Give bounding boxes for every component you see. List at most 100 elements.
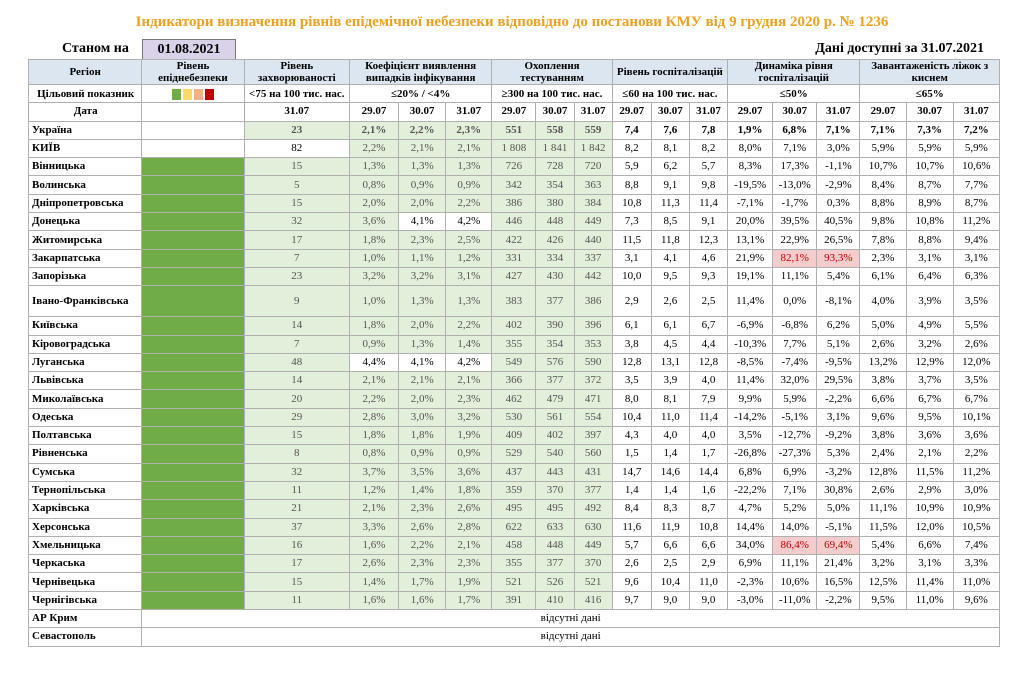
level-cell (141, 462, 245, 482)
data-cell: 5,9% (772, 389, 818, 409)
table-row: Севастополь відсутні дані (27, 627, 1000, 647)
table-row: Донецька 32 3,6% 4,1% 4,2% 446 448 449 7,3 8,5 9,1… (27, 212, 1001, 232)
date-cell: 31.07 (688, 102, 729, 122)
data-cell: 3,9 (650, 371, 690, 391)
col-header-detection: Коефіцієнт виявлення випадків інфікуванн… (348, 59, 493, 85)
data-cell: 11,0% (952, 572, 1001, 592)
date-cell: 31.07 (243, 102, 350, 122)
data-cell: 8,8% (905, 230, 954, 250)
data-cell: 446 (491, 212, 537, 232)
data-cell: 448 (535, 212, 575, 232)
data-cell: 355 (491, 334, 537, 354)
data-cell: 7,7% (952, 175, 1001, 195)
data-cell: 5,0% (859, 316, 907, 336)
data-cell: 2,0% (348, 193, 400, 214)
data-cell: 9,1 (688, 212, 729, 232)
data-cell: 9,6 (611, 572, 652, 592)
data-cell: 2,3% (445, 389, 493, 409)
date-cell: 30.07 (535, 102, 575, 122)
data-cell: 6,6% (905, 535, 954, 556)
data-cell: 6,1 (611, 316, 652, 336)
table-row: Київська 14 1,8% 2,0% 2,2% 402 390 396 6,1 6,1 6,7… (27, 316, 1001, 336)
data-cell: 377 (535, 285, 575, 318)
data-cell: 7,8% (859, 230, 907, 250)
date-cell: 29.07 (491, 102, 537, 122)
data-cell: 402 (535, 426, 575, 446)
data-cell: 337 (573, 248, 613, 268)
data-cell: 8,1 (650, 138, 690, 159)
data-cell: 384 (573, 193, 613, 214)
data-cell: 8,2 (611, 138, 652, 159)
data-cell: 2,6% (952, 334, 1001, 354)
data-cell: 12,5% (859, 572, 907, 592)
data-cell: 6,3% (952, 266, 1001, 287)
data-cell: 7,7% (772, 334, 818, 354)
data-cell: 540 (535, 444, 575, 464)
data-cell: 17 (243, 554, 350, 574)
table-row: КИЇВ 82 2,2% 2,1% 2,1% 1 808 1 841 1 842 8,2 8,1 8… (27, 138, 1001, 159)
data-cell: 10,7% (905, 157, 954, 177)
data-cell: 9,9% (727, 389, 774, 409)
data-cell: 551 (491, 120, 537, 140)
indicators-table: Регіон Рівень епіднебезпеки Рівень захво… (27, 59, 1001, 647)
target-dynamics: ≤50% (727, 83, 861, 104)
data-cell: 437 (491, 462, 537, 482)
data-cell: 0,3% (816, 193, 861, 214)
data-cell: 479 (535, 389, 575, 409)
data-cell: 2,6% (398, 517, 447, 537)
data-cell: 16,5% (816, 572, 861, 592)
data-cell: 2,6% (348, 554, 400, 574)
data-cell: 8,7 (688, 499, 729, 519)
data-cell: 14,0% (772, 517, 818, 537)
region-name: Полтавська (27, 426, 143, 446)
data-cell: 9,3 (688, 266, 729, 287)
data-cell: 7,4% (952, 535, 1001, 556)
data-cell: -14,2% (727, 407, 774, 428)
data-cell: 7,4 (611, 120, 652, 140)
data-cell: 630 (573, 517, 613, 537)
data-cell: 3,1% (905, 554, 954, 574)
data-cell: 4,0% (859, 285, 907, 318)
data-cell: 7,1% (859, 120, 907, 140)
target-detection: ≤20% / <4% (348, 83, 493, 104)
data-cell: 2,1% (348, 499, 400, 519)
level-cell (141, 572, 245, 592)
data-cell: 9,5% (859, 590, 907, 611)
data-cell: 6,6 (650, 535, 690, 556)
data-cell: 12,8 (688, 352, 729, 373)
data-cell: 2,1% (398, 138, 447, 159)
data-cell: 5,9 (611, 157, 652, 177)
level-cell (141, 266, 245, 287)
data-cell: 0,9% (398, 175, 447, 195)
data-cell: 9,6% (859, 407, 907, 428)
data-cell: 39,5% (772, 212, 818, 232)
data-cell: 11,5% (859, 517, 907, 537)
data-cell: -7,1% (727, 193, 774, 214)
data-cell: 1,6% (348, 535, 400, 556)
data-cell: 2,1% (445, 535, 493, 556)
region-name: Тернопільська (27, 480, 143, 501)
data-cell: 3,5% (952, 371, 1001, 391)
date-cell: 31.07 (573, 102, 613, 122)
data-cell: 1,3% (398, 157, 447, 177)
data-cell: 3,8 (611, 334, 652, 354)
col-header-hosp: Рівень госпіталізацій (611, 59, 729, 85)
col-header-incidence: Рівень захворюваності (243, 59, 350, 85)
col-header-oxygen: Завантаженість ліжок з киснем (859, 59, 1000, 85)
level-cell (141, 230, 245, 250)
level-legend-squares (171, 88, 215, 100)
data-cell: 11,5% (905, 462, 954, 482)
level-cell (141, 389, 245, 409)
region-name: Луганська (27, 352, 143, 373)
data-cell: -7,4% (772, 352, 818, 373)
data-cell: -9,2% (816, 426, 861, 446)
date-label: Дата (27, 102, 143, 122)
as-of-date: 01.08.2021 (142, 39, 236, 60)
data-cell: 9,5% (905, 407, 954, 428)
level-cell (141, 175, 245, 195)
data-cell: 26,5% (816, 230, 861, 250)
data-cell: 391 (491, 590, 537, 611)
level-cell (141, 407, 245, 428)
data-cell: 7,3% (905, 120, 954, 140)
data-cell: 3,8% (859, 371, 907, 391)
